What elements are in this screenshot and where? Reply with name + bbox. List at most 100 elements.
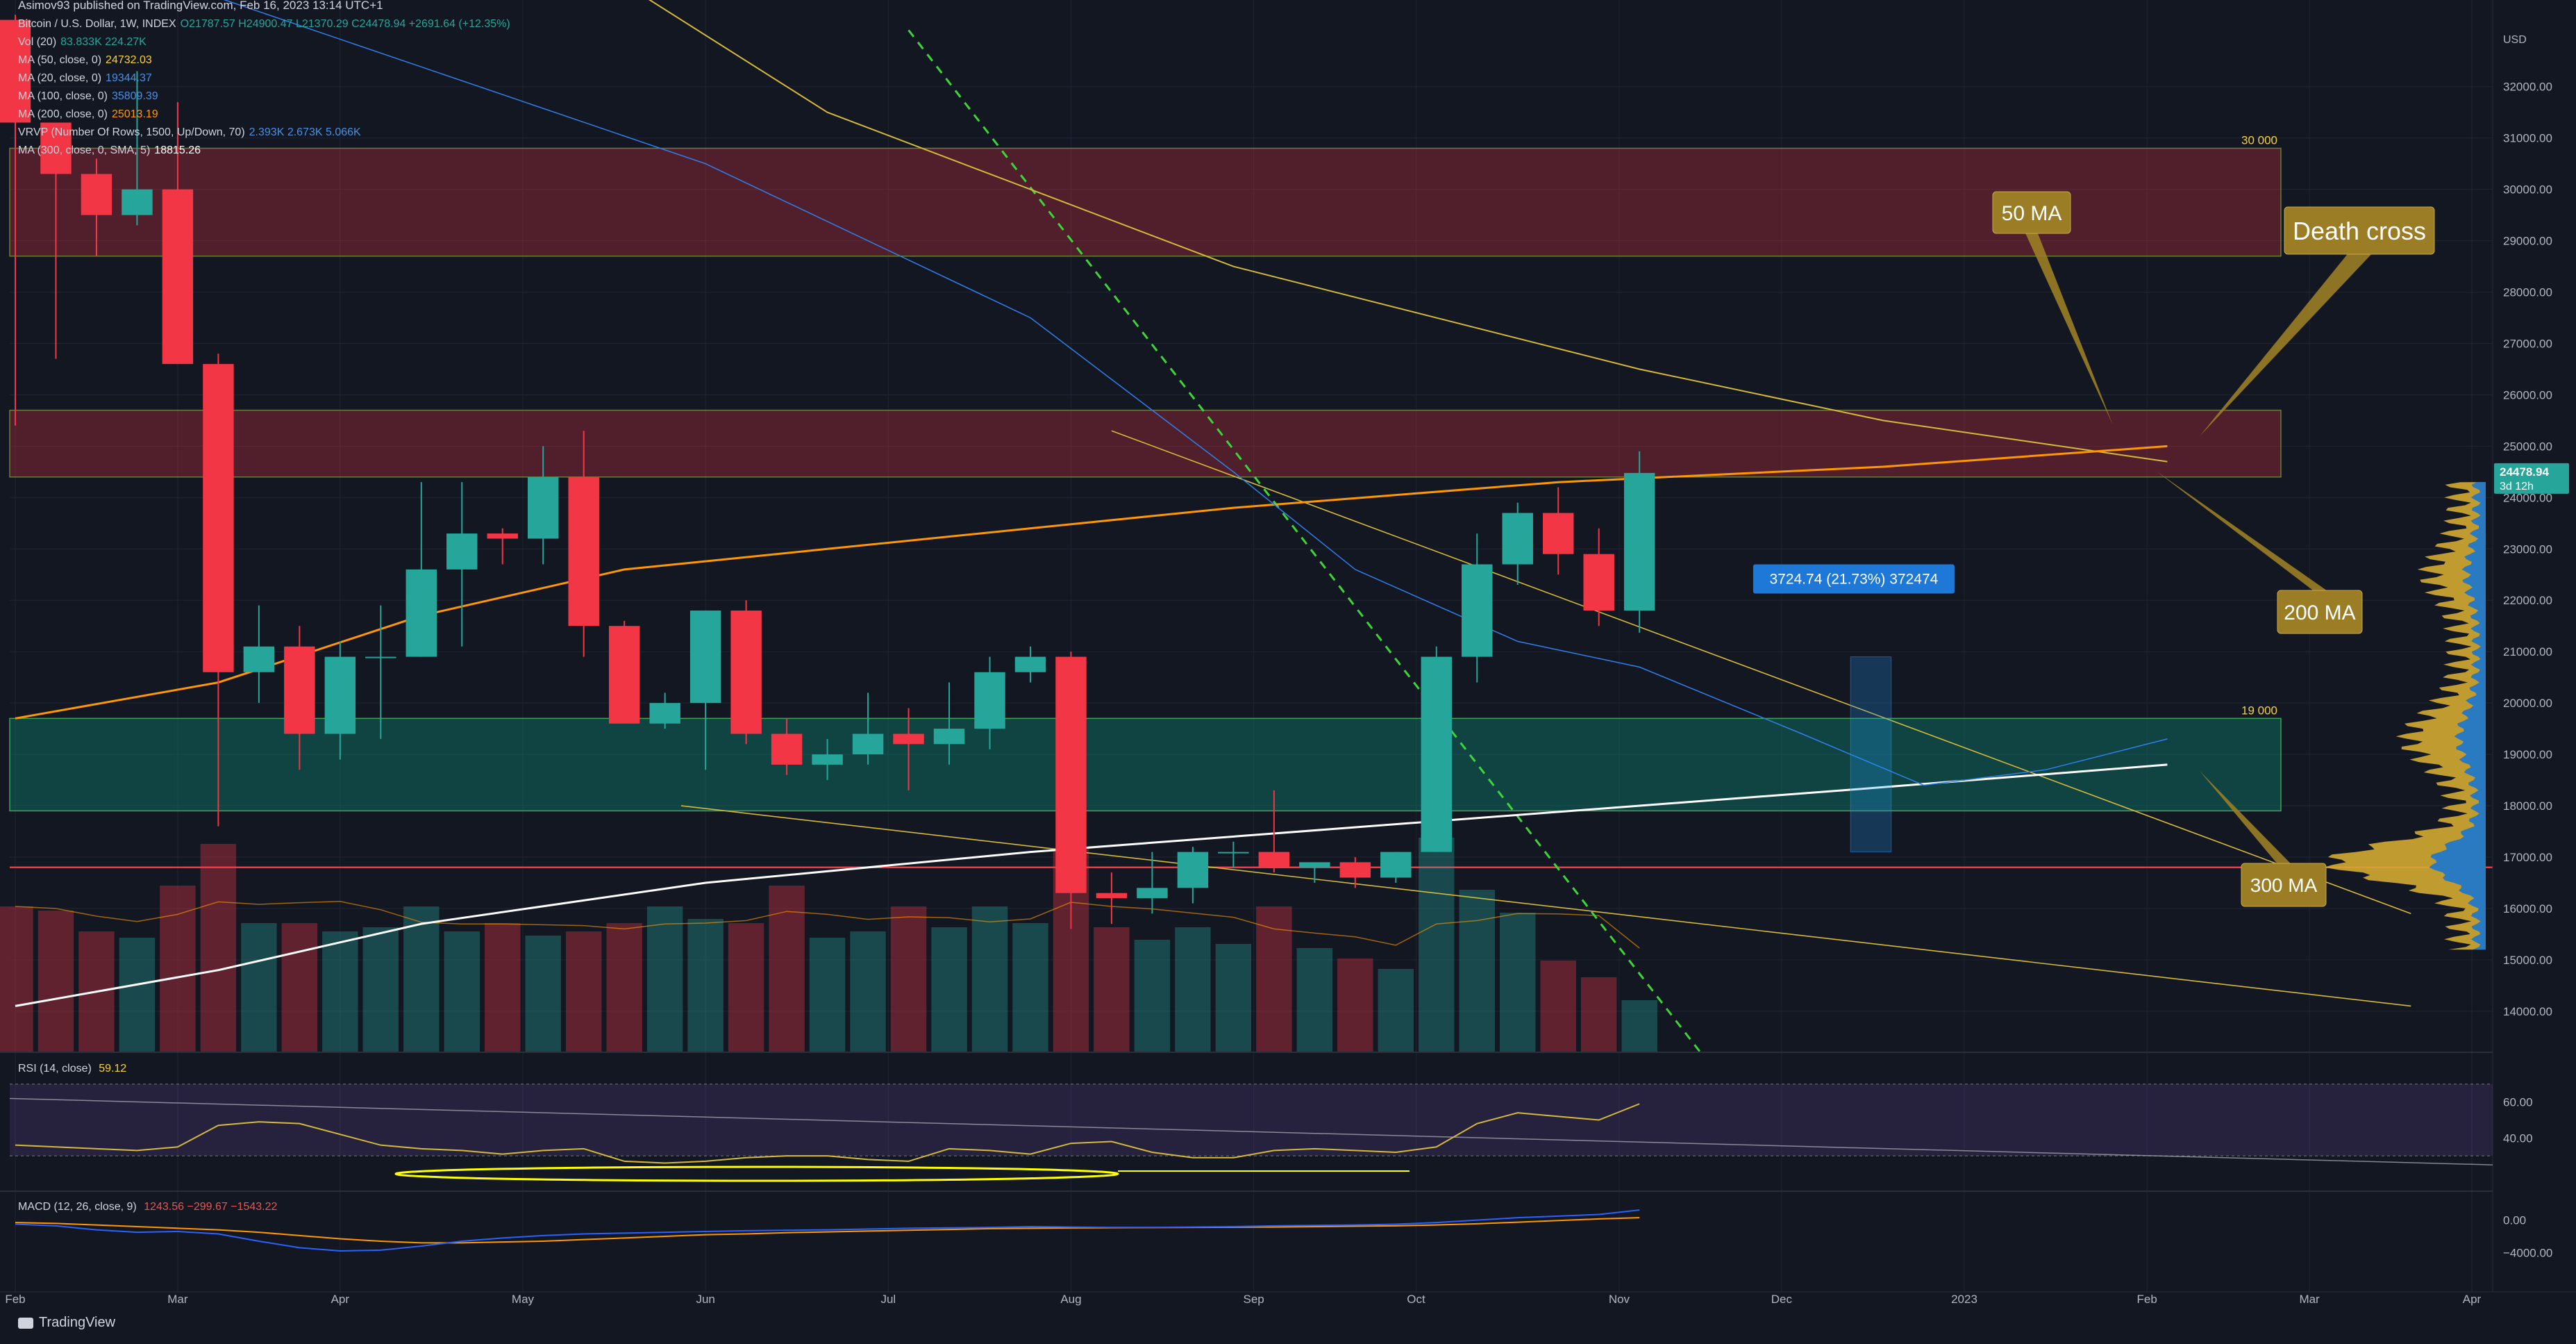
legend-row-ma100[interactable]: MA (100, close, 0) 35809.39 — [18, 88, 510, 106]
legend-row-ma20[interactable]: MA (20, close, 0) 19344.37 — [18, 69, 510, 88]
ma300-line — [15, 763, 2168, 1007]
candle — [1502, 502, 1533, 586]
tradingview-logo[interactable]: TradingView — [18, 1315, 115, 1331]
legend-value: 83.833K 224.27K — [60, 36, 147, 48]
branding-label: TradingView — [39, 1315, 116, 1330]
candle-body — [974, 672, 1005, 729]
time-tick-label: 2023 — [1951, 1293, 1977, 1306]
volume-bar — [1337, 959, 1373, 1052]
annotation-200ma-pointer — [2156, 471, 2327, 590]
price-axis: USD 32000.00 31000.00 30000.00 29000.00 28000… — [2492, 0, 2576, 1292]
time-tick-label: May — [512, 1293, 535, 1306]
legend-row-ma200[interactable]: MA (200, close, 0) 25013.19 — [18, 106, 510, 124]
candle-body — [1258, 852, 1290, 868]
currency-label: USD — [2503, 34, 2527, 46]
candle-body — [122, 189, 153, 215]
candle — [1583, 528, 1614, 627]
volume-bar — [565, 931, 602, 1052]
trendline-dashed — [908, 29, 1702, 1053]
legend-value: 25013.19 — [111, 108, 158, 120]
volume-ma-line — [15, 901, 1640, 949]
price-tick-label: 24000.00 — [2503, 491, 2552, 504]
candles — [0, 15, 1655, 929]
macd-tick-label: 0.00 — [2503, 1214, 2526, 1227]
candle — [487, 528, 518, 565]
legend-label: VRVP (Number Of Rows, 1500, Up/Down, 70) — [18, 126, 245, 138]
legend-value: 18815.26 — [154, 144, 201, 156]
time-tick-label: Apr — [2463, 1293, 2482, 1306]
legend-label: MA (50, close, 0) — [18, 54, 102, 66]
publisher-line: Asimov93 published on TradingView.com, F… — [18, 0, 383, 12]
candle — [243, 605, 275, 704]
price-tick-label: 28000.00 — [2503, 286, 2552, 299]
candle — [1462, 533, 1493, 683]
legend-label: MA (200, close, 0) — [18, 108, 108, 120]
volume-bar — [1094, 927, 1130, 1052]
candle-body — [1177, 852, 1209, 888]
legend-value: 24732.03 — [106, 54, 152, 66]
price-tick-label: 26000.00 — [2503, 388, 2552, 401]
time-tick-label: Sep — [1243, 1293, 1264, 1306]
macd-legend[interactable]: MACD (12, 26, close, 9) 1243.56 −299.67 … — [18, 1201, 277, 1213]
candle-body — [487, 533, 518, 539]
volume-bar — [281, 923, 318, 1052]
rsi-legend[interactable]: RSI (14, close) 59.12 — [18, 1063, 126, 1075]
price-tick-label: 27000.00 — [2503, 337, 2552, 350]
legend-row-symbol[interactable]: Bitcoin / U.S. Dollar, 1W, INDEX O21787.5… — [18, 15, 510, 33]
volume-bar — [1296, 948, 1333, 1052]
legend: Bitcoin / U.S. Dollar, 1W, INDEX O21787.5… — [18, 15, 510, 160]
volume-bar — [769, 886, 805, 1052]
candle-body — [771, 733, 803, 765]
candle-body — [1055, 656, 1087, 893]
tradingview-icon — [18, 1317, 33, 1329]
candle-body — [893, 733, 924, 745]
volume-bar — [403, 906, 440, 1052]
rsi-trendline — [9, 1097, 2493, 1165]
rsi-tick-label: 60.00 — [2503, 1096, 2533, 1109]
annotation-50ma-box — [1992, 191, 2071, 234]
price-zone-red — [9, 147, 2282, 257]
volume-bar — [850, 931, 886, 1052]
candle-body — [1502, 513, 1533, 565]
candle — [812, 738, 843, 781]
candle-body — [324, 656, 356, 734]
candle-body — [1462, 564, 1493, 657]
volume-bar — [160, 886, 196, 1052]
candle — [893, 708, 924, 790]
candle — [568, 431, 599, 657]
candle-body — [446, 533, 478, 570]
time-tick-label: Feb — [2137, 1293, 2157, 1306]
candle — [203, 354, 234, 827]
annotation-300ma: 300 MA — [2250, 874, 2318, 896]
volume-bar — [687, 919, 724, 1052]
candle-body — [812, 754, 843, 765]
volume-bar — [525, 936, 561, 1052]
volume-bar — [971, 906, 1008, 1052]
price-tick-label: 19000.00 — [2503, 748, 2552, 761]
volume-bars — [0, 838, 1657, 1052]
annotation-50ma-pointer — [2025, 233, 2113, 425]
rsi-label: RSI (14, close) — [18, 1063, 92, 1075]
candle — [122, 71, 153, 226]
candle-body — [1542, 513, 1574, 554]
legend-row-ma300[interactable]: MA (300, close, 0, SMA, 5) 18815.26 — [18, 142, 510, 160]
legend-row-ma50[interactable]: MA (50, close, 0) 24732.03 — [18, 51, 510, 69]
macd-label: MACD (12, 26, close, 9) — [18, 1201, 137, 1213]
candle — [528, 446, 559, 565]
candle-body — [852, 733, 884, 755]
volume-bar — [241, 923, 277, 1052]
price-zone-green — [9, 717, 2282, 812]
measure-box — [1850, 656, 1892, 853]
price-tick-label: 14000.00 — [2503, 1005, 2552, 1018]
candle — [1014, 646, 1046, 683]
ma20-line — [223, 0, 2168, 786]
legend-row-volume[interactable]: Vol (20) 83.833K 224.27K — [18, 33, 510, 51]
price-tick-label: 21000.00 — [2503, 645, 2552, 658]
price-tick-label: 18000.00 — [2503, 799, 2552, 813]
volume-bar — [1621, 1000, 1657, 1052]
candle-body — [365, 656, 396, 658]
volume-bar — [809, 938, 846, 1052]
legend-row-vrvp[interactable]: VRVP (Number Of Rows, 1500, Up/Down, 70)… — [18, 124, 510, 142]
volume-bar — [1580, 977, 1617, 1052]
